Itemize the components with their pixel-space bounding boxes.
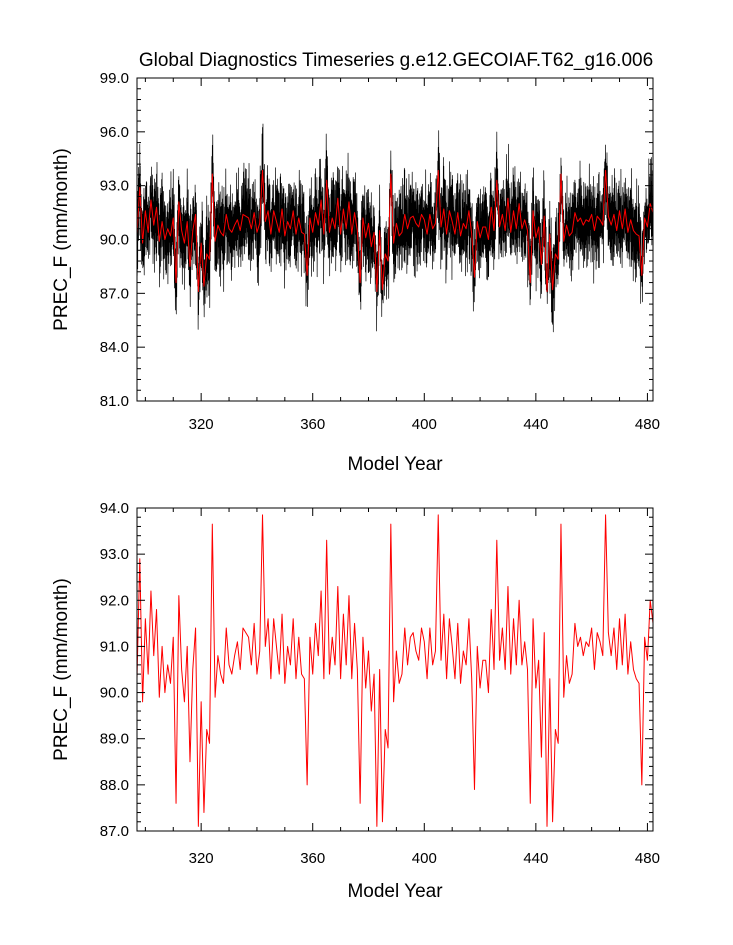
x-tick-label: 360 <box>300 850 325 867</box>
x-tick-label: 440 <box>523 850 548 867</box>
x-axis-label: Model Year <box>347 454 443 475</box>
y-tick-label: 90.0 <box>100 232 129 249</box>
x-tick-label: 400 <box>412 416 437 433</box>
y-tick-label: 87.0 <box>100 285 129 302</box>
x-tick-label: 320 <box>189 416 214 433</box>
y-axis-label: PREC_F (mm/month) <box>51 148 72 331</box>
y-tick-label: 87.0 <box>100 823 129 840</box>
y-tick-label: 88.0 <box>100 777 129 794</box>
x-tick-label: 360 <box>300 416 325 433</box>
y-tick-label: 92.0 <box>100 592 129 609</box>
y-tick-label: 94.0 <box>100 500 129 517</box>
x-tick-label: 440 <box>523 416 548 433</box>
series-line-annual-top <box>137 169 653 293</box>
series-line-annual-bottom <box>137 514 653 827</box>
y-tick-label: 81.0 <box>100 393 129 410</box>
y-tick-label: 93.0 <box>100 546 129 563</box>
y-tick-label: 99.0 <box>100 70 129 87</box>
y-tick-label: 84.0 <box>100 339 129 356</box>
y-tick-label: 91.0 <box>100 638 129 655</box>
bottom-panel: 320 360 400 440 480 87.0 88.0 89.0 90.0 91.0 92.0 9… <box>51 500 660 902</box>
x-tick-label: 480 <box>635 850 660 867</box>
x-tick-label: 320 <box>189 850 214 867</box>
chart-title: Global Diagnostics Timeseries g.e12.GECO… <box>139 50 653 71</box>
y-tick-label: 93.0 <box>100 178 129 195</box>
x-tick-label: 480 <box>635 416 660 433</box>
plot-area-top <box>137 123 653 333</box>
x-axis-label: Model Year <box>347 881 443 902</box>
plot-frame-bottom <box>136 507 654 832</box>
top-panel: 320 360 400 440 480 81.0 84.0 87.0 90.0 93.0 96.0 9… <box>51 70 660 475</box>
y-tick-label: 96.0 <box>100 124 129 141</box>
x-tick-label: 400 <box>412 850 437 867</box>
y-tick-label: 89.0 <box>100 731 129 748</box>
y-axis-label: PREC_F (mm/month) <box>51 578 72 761</box>
series-line-monthly-top <box>137 123 653 333</box>
plot-area-bottom <box>137 514 653 827</box>
y-tick-label: 90.0 <box>100 685 129 702</box>
